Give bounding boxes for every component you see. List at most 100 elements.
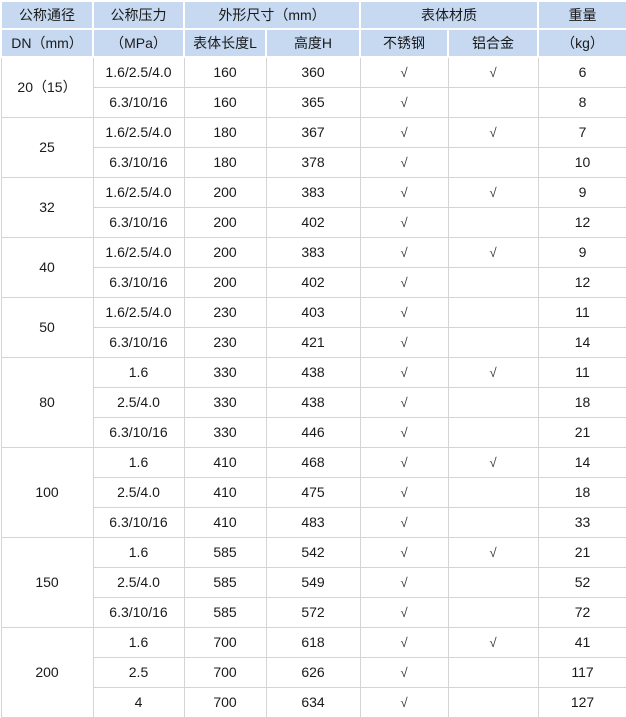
spec-row: 2.5/4.0 585 549 √ 52 bbox=[1, 566, 626, 598]
height-cell: 446 bbox=[265, 416, 361, 448]
stainless-check-cell: √ bbox=[359, 326, 449, 358]
body-length-cell: 200 bbox=[183, 266, 267, 298]
header-weight-unit: （kg） bbox=[537, 28, 626, 58]
pressure-cell: 1.6 bbox=[92, 446, 185, 478]
spec-row: 25 1.6/2.5/4.0 180 367 √ √ 7 bbox=[0, 116, 626, 178]
height-cell: 618 bbox=[265, 626, 361, 658]
dn-cell: 150 bbox=[0, 536, 94, 628]
aluminum-check-cell bbox=[447, 656, 539, 688]
height-cell: 402 bbox=[265, 266, 361, 298]
spec-row: 6.3/10/16 200 402 √ 12 bbox=[1, 266, 626, 298]
pressure-cell: 4 bbox=[92, 686, 185, 718]
body-length-cell: 200 bbox=[183, 176, 267, 208]
stainless-check-cell: √ bbox=[359, 236, 449, 268]
stainless-check-cell: √ bbox=[359, 146, 449, 178]
spec-row: 200 1.6 700 618 √ √ 41 bbox=[0, 626, 626, 718]
body-length-cell: 700 bbox=[183, 656, 267, 688]
weight-cell: 9 bbox=[537, 236, 626, 268]
pressure-cell: 6.3/10/16 bbox=[92, 506, 185, 538]
spec-row: 6.3/10/16 410 483 √ 33 bbox=[1, 506, 626, 538]
stainless-check-cell: √ bbox=[359, 296, 449, 328]
height-cell: 403 bbox=[265, 296, 361, 328]
spec-table-body: 20（15） 1.6/2.5/4.0 160 360 √ √ 6 6.3/10/16 160 36… bbox=[0, 56, 626, 718]
spec-row: 6.3/10/16 330 446 √ 21 bbox=[1, 416, 626, 448]
header-weight-title: 重量 bbox=[537, 0, 626, 30]
body-length-cell: 330 bbox=[183, 386, 267, 418]
weight-cell: 6 bbox=[537, 56, 626, 88]
height-cell: 367 bbox=[265, 116, 361, 148]
body-length-cell: 160 bbox=[183, 86, 267, 118]
aluminum-check-cell bbox=[447, 476, 539, 508]
stainless-check-cell: √ bbox=[359, 386, 449, 418]
stainless-check-cell: √ bbox=[359, 506, 449, 538]
body-length-cell: 585 bbox=[183, 536, 267, 568]
pressure-cell: 1.6/2.5/4.0 bbox=[92, 56, 185, 88]
body-length-cell: 330 bbox=[183, 356, 267, 388]
spec-row: 4 700 634 √ 127 bbox=[1, 686, 626, 718]
height-cell: 438 bbox=[265, 386, 361, 418]
stainless-check-cell: √ bbox=[359, 626, 449, 658]
spec-row: 32 1.6/2.5/4.0 200 383 √ √ 9 bbox=[0, 176, 626, 238]
aluminum-check-cell: √ bbox=[447, 356, 539, 388]
weight-cell: 14 bbox=[537, 326, 626, 358]
body-length-cell: 585 bbox=[183, 566, 267, 598]
aluminum-check-cell: √ bbox=[447, 176, 539, 208]
body-length-cell: 700 bbox=[183, 626, 267, 658]
spec-row: 50 1.6/2.5/4.0 230 403 √ 11 bbox=[0, 296, 626, 358]
weight-cell: 117 bbox=[537, 656, 626, 688]
pressure-cell: 2.5/4.0 bbox=[92, 566, 185, 598]
height-cell: 634 bbox=[265, 686, 361, 718]
header-material-group: 表体材质 bbox=[359, 0, 540, 30]
dn-cell: 25 bbox=[0, 116, 94, 178]
weight-cell: 52 bbox=[537, 566, 626, 598]
weight-cell: 10 bbox=[537, 146, 626, 178]
body-length-cell: 410 bbox=[183, 506, 267, 538]
aluminum-check-cell: √ bbox=[447, 626, 539, 658]
pressure-cell: 6.3/10/16 bbox=[92, 596, 185, 628]
weight-cell: 11 bbox=[537, 296, 626, 328]
spec-row: 100 1.6 410 468 √ √ 14 bbox=[0, 446, 626, 538]
aluminum-check-cell bbox=[447, 206, 539, 238]
stainless-check-cell: √ bbox=[359, 566, 449, 598]
stainless-check-cell: √ bbox=[359, 596, 449, 628]
stainless-check-cell: √ bbox=[359, 356, 449, 388]
height-cell: 626 bbox=[265, 656, 361, 688]
weight-cell: 12 bbox=[537, 206, 626, 238]
spec-row: 2.5/4.0 330 438 √ 18 bbox=[1, 386, 626, 418]
stainless-check-cell: √ bbox=[359, 176, 449, 208]
weight-cell: 11 bbox=[537, 356, 626, 388]
body-length-cell: 410 bbox=[183, 476, 267, 508]
height-cell: 383 bbox=[265, 236, 361, 268]
header-dn-title: 公称通径 bbox=[0, 0, 94, 30]
pressure-cell: 1.6/2.5/4.0 bbox=[92, 116, 185, 148]
weight-cell: 21 bbox=[537, 536, 626, 568]
stainless-check-cell: √ bbox=[359, 416, 449, 448]
aluminum-check-cell: √ bbox=[447, 536, 539, 568]
spec-row: 40 1.6/2.5/4.0 200 383 √ √ 9 bbox=[0, 236, 626, 298]
pressure-cell: 2.5 bbox=[92, 656, 185, 688]
aluminum-check-cell bbox=[447, 296, 539, 328]
aluminum-check-cell bbox=[447, 506, 539, 538]
header-dimensions-group: 外形尺寸（mm） bbox=[182, 0, 362, 30]
spec-row: 2.5 700 626 √ 117 bbox=[1, 656, 626, 688]
spec-row: 6.3/10/16 230 421 √ 14 bbox=[1, 326, 626, 358]
aluminum-check-cell bbox=[447, 326, 539, 358]
stainless-check-cell: √ bbox=[359, 536, 449, 568]
weight-cell: 18 bbox=[537, 476, 626, 508]
weight-cell: 21 bbox=[537, 416, 626, 448]
aluminum-check-cell: √ bbox=[447, 116, 539, 148]
height-cell: 549 bbox=[265, 566, 361, 598]
weight-cell: 72 bbox=[537, 596, 626, 628]
body-length-cell: 700 bbox=[183, 686, 267, 718]
spec-row: 6.3/10/16 200 402 √ 12 bbox=[1, 206, 626, 238]
height-cell: 438 bbox=[265, 356, 361, 388]
weight-cell: 14 bbox=[537, 446, 626, 478]
pressure-cell: 1.6/2.5/4.0 bbox=[92, 296, 185, 328]
aluminum-check-cell: √ bbox=[447, 236, 539, 268]
pressure-cell: 6.3/10/16 bbox=[92, 206, 185, 238]
spec-row: 150 1.6 585 542 √ √ 21 bbox=[0, 536, 626, 628]
pressure-cell: 6.3/10/16 bbox=[92, 266, 185, 298]
spec-row: 20（15） 1.6/2.5/4.0 160 360 √ √ 6 bbox=[0, 56, 626, 118]
stainless-check-cell: √ bbox=[359, 116, 449, 148]
